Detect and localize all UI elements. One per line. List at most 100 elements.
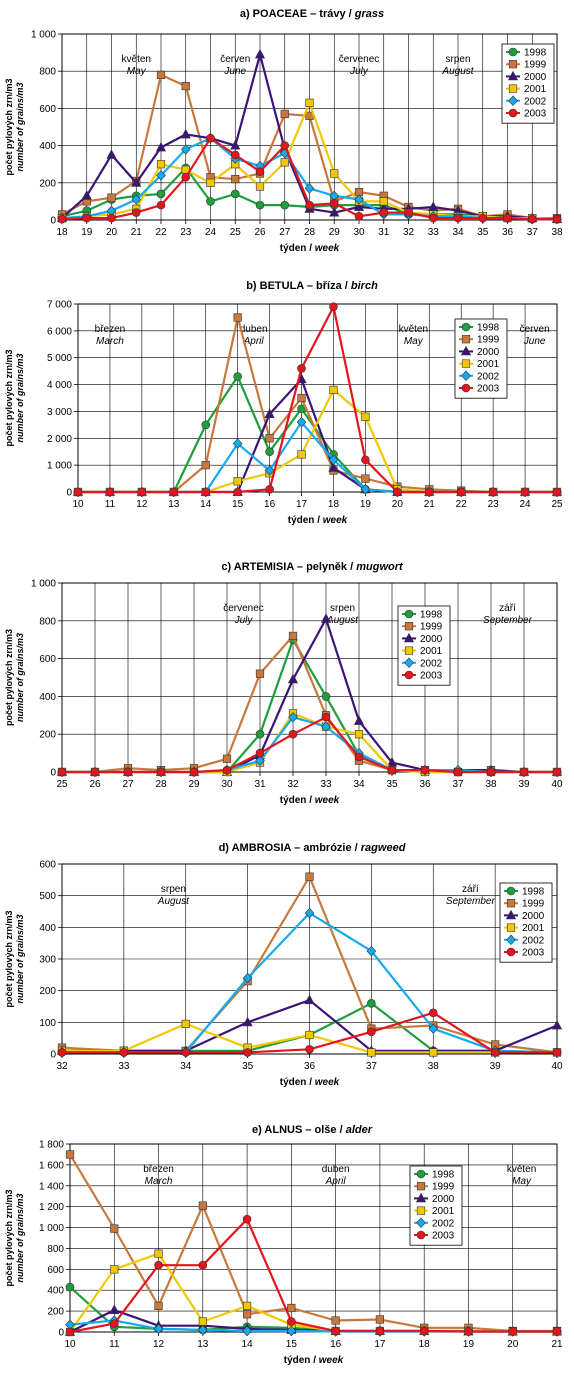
data-point	[110, 1224, 119, 1233]
data-point	[297, 364, 306, 373]
x-tick-label: 28	[155, 779, 167, 790]
data-point	[57, 767, 67, 777]
x-tick-label: 34	[353, 779, 365, 790]
y-axis-label: počet pylových zrn/m3number of grains/m3	[4, 1189, 25, 1286]
legend-entry: 2000	[524, 72, 547, 83]
y-tick-label: 100	[39, 1018, 56, 1029]
x-tick-label: 39	[518, 779, 530, 790]
legend-entry: 2001	[477, 359, 500, 370]
data-point	[503, 213, 512, 223]
data-point	[552, 767, 562, 777]
legend-marker	[508, 108, 518, 118]
data-point	[110, 1265, 119, 1274]
data-point	[156, 70, 166, 80]
chart-title: d) AMBROSIA – ambrózie / ragweed	[219, 842, 406, 854]
data-point	[428, 213, 438, 223]
data-point	[305, 1044, 314, 1054]
chart-panel-3: c) ARTEMISIA – pelyněk / mugwort 0 200 400 6…	[0, 553, 574, 821]
x-tick-label: 25	[56, 779, 68, 790]
data-point	[329, 302, 338, 311]
data-point	[304, 183, 315, 194]
data-point	[201, 461, 210, 470]
x-tick-label: 16	[330, 1339, 342, 1350]
x-tick-label: 33	[320, 779, 332, 790]
data-point	[206, 197, 215, 206]
legend-marker	[461, 322, 471, 332]
month-label-en: September	[446, 896, 496, 907]
data-point	[265, 447, 274, 457]
y-tick-label: 400	[39, 692, 56, 703]
data-point	[137, 487, 147, 497]
month-label-en: June	[223, 66, 246, 77]
data-point	[305, 1030, 314, 1040]
legend-marker	[508, 95, 518, 107]
month-label: duben	[322, 1164, 350, 1175]
legend-entry: 2002	[420, 658, 443, 669]
data-point	[198, 1201, 207, 1210]
data-point	[254, 48, 266, 59]
month-label: srpen	[161, 884, 186, 895]
legend-entry: 1999	[432, 1182, 455, 1193]
data-point	[109, 1304, 120, 1314]
data-point	[329, 198, 339, 208]
x-tick-label: 30	[353, 227, 365, 238]
legend-marker	[404, 609, 414, 619]
data-point	[242, 1310, 252, 1319]
x-tick-label: 36	[304, 1061, 316, 1072]
data-point	[393, 487, 402, 497]
y-tick-label: 0	[50, 216, 56, 227]
x-tick-label: 37	[527, 227, 539, 238]
x-tick-label: 23	[488, 499, 500, 510]
y-tick-label: 300	[39, 955, 56, 966]
data-point	[82, 213, 92, 223]
data-point	[65, 1282, 75, 1292]
legend-marker	[507, 70, 519, 81]
y-tick-label: 600	[39, 654, 56, 665]
x-tick-label: 18	[56, 227, 68, 238]
data-point	[57, 214, 67, 224]
month-label-en: May	[512, 1176, 532, 1187]
data-point	[305, 98, 314, 107]
chart-svg: e) ALNUS – olše / alder 0 200 400 600 800 1 00…	[4, 1124, 563, 1366]
data-point	[280, 109, 289, 119]
chart-svg: c) ARTEMISIA – pelyněk / mugwort 0 200 400 6…	[4, 561, 563, 806]
legend-entry: 2003	[477, 384, 500, 395]
month-label-en: September	[483, 615, 533, 626]
y-tick-label: 800	[47, 1244, 64, 1255]
data-point	[181, 172, 191, 182]
legend-entry: 2002	[477, 371, 500, 382]
data-point	[519, 767, 529, 777]
data-point	[107, 213, 116, 223]
data-point	[206, 133, 215, 143]
chart-panel-5: e) ALNUS – olše / alder 0 200 400 600 800 1 00…	[0, 1116, 574, 1373]
x-tick-label: 38	[485, 779, 497, 790]
y-tick-label: 200	[39, 730, 56, 741]
legend-entry: 2000	[420, 634, 443, 645]
data-point	[552, 1327, 562, 1336]
series-line	[69, 1218, 557, 1334]
data-point	[367, 1027, 376, 1037]
data-point	[131, 177, 142, 187]
data-point	[81, 190, 92, 200]
data-point	[156, 189, 166, 199]
x-tick-label: 38	[428, 1061, 440, 1072]
legend-marker	[461, 370, 471, 382]
data-point	[367, 999, 376, 1008]
legend-marker	[506, 923, 516, 932]
x-tick-label: 32	[287, 779, 299, 790]
data-point	[233, 487, 242, 497]
legend-marker	[404, 670, 414, 680]
legend-marker	[461, 359, 471, 368]
y-tick-label: 1 000	[39, 1223, 64, 1234]
data-point	[419, 1326, 429, 1336]
x-tick-label: 20	[106, 227, 118, 238]
legend-entry: 2001	[524, 84, 547, 95]
x-tick-label: 38	[551, 227, 563, 238]
data-point	[131, 208, 141, 217]
data-point	[354, 730, 364, 739]
x-tick-label: 20	[392, 499, 404, 510]
data-point	[242, 1301, 252, 1310]
x-tick-label: 20	[507, 1339, 519, 1350]
y-axis-label: počet pylových zrn/m3number of grains/m3	[4, 349, 25, 446]
